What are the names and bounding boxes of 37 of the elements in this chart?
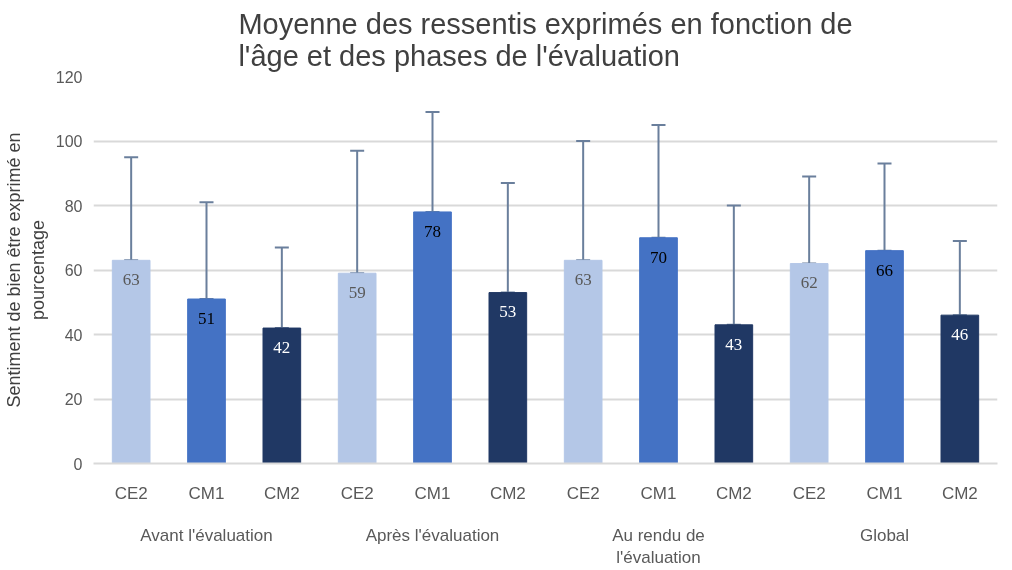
data-label: 59 [348, 283, 366, 303]
y-tick-label: 20 [64, 391, 83, 408]
data-label: 63 [122, 270, 140, 290]
x-tick-label: CM1 [414, 483, 451, 503]
data-label: 43 [725, 334, 743, 354]
y-tick-label: 40 [64, 326, 83, 344]
chart-title: Moyenne des ressentis exprimés en fonction de l'âge et des phases de l'évaluation [238, 7, 853, 72]
x-tick-label: CM1 [866, 483, 903, 503]
y-tick-label: 100 [55, 133, 83, 150]
data-label: 51 [198, 308, 215, 328]
text: Global [859, 525, 910, 545]
y-tick-label: 0 [73, 455, 83, 473]
x-tick-label: CM1 [640, 483, 677, 503]
x-tick-label: CM2 [263, 483, 300, 503]
data-label: 46 [951, 325, 969, 344]
data-label: 70 [650, 247, 667, 267]
data-label: 53 [499, 302, 517, 322]
data-label: 78 [424, 221, 441, 241]
y-tick-label: 120 [55, 68, 83, 86]
x-tick-label: CM1 [188, 483, 225, 503]
x-tick-label: CM2 [715, 483, 752, 503]
x-tick-label: CE2 [792, 483, 826, 503]
data-label: 62 [800, 273, 818, 293]
data-label: 42 [273, 337, 291, 357]
x-tick-label: CE2 [340, 483, 374, 503]
text: Au rendu de l'évaluation [612, 525, 705, 568]
text: Après l'évaluation [365, 525, 500, 545]
data-label: 66 [876, 260, 893, 280]
data-label: 63 [574, 270, 592, 290]
y-tick-label: 80 [64, 197, 83, 215]
x-tick-label: CE2 [114, 483, 148, 503]
y-axis-title: Sentiment de bien être exprimé en pourcentage [3, 132, 48, 408]
y-tick-label: 60 [64, 262, 83, 279]
text: Avant l'évaluation [140, 525, 273, 545]
x-tick-label: CM2 [941, 483, 978, 503]
x-tick-label: CM2 [489, 483, 526, 503]
x-tick-label: CE2 [566, 483, 600, 503]
